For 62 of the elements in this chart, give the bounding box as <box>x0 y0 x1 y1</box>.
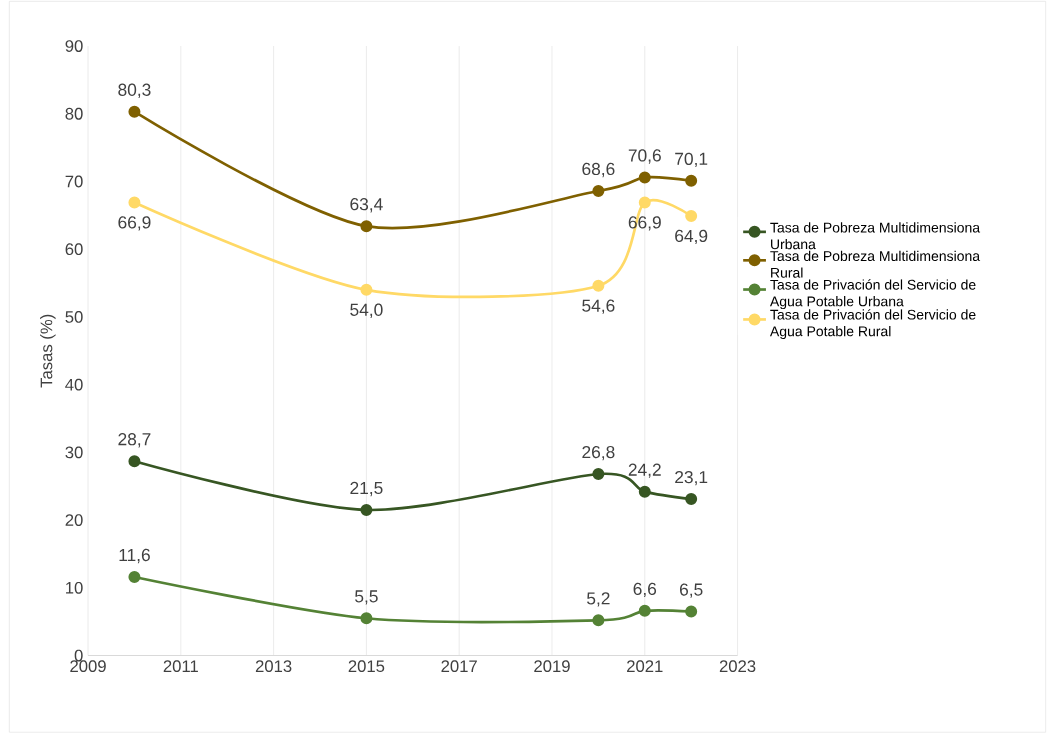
point <box>360 220 373 233</box>
data-label: 11,6 <box>119 549 150 564</box>
point <box>685 605 698 618</box>
data-label: 6,5 <box>680 583 703 598</box>
y-tick-label: 70 <box>65 175 83 188</box>
y-tick-label: 90 <box>65 40 83 53</box>
y-tick-label: 50 <box>65 311 83 324</box>
legend-label: Tasa de Privación del Servicio de Agua Potable Rural <box>769 309 976 340</box>
point <box>128 105 141 118</box>
data-label: 54,6 <box>582 299 615 315</box>
point <box>638 196 651 209</box>
point <box>592 614 605 627</box>
point <box>360 284 373 297</box>
data-label: 21,5 <box>350 482 383 497</box>
y-tick-label: 40 <box>65 378 83 391</box>
point <box>128 196 141 209</box>
x-tick-label: 2023 <box>719 660 756 673</box>
x-tick-label: 2019 <box>534 660 570 673</box>
legend-label: Tasa de Pobreza Multidimensiona Urbana <box>770 222 981 250</box>
x-tick-label: 2011 <box>163 660 198 673</box>
data-label: 70,6 <box>628 149 661 164</box>
data-label: 24,2 <box>628 463 661 479</box>
data-label: 5,2 <box>587 592 610 607</box>
y-tick-label: 0 <box>74 649 83 662</box>
point <box>638 485 651 498</box>
data-label: 80,3 <box>118 83 151 99</box>
x-tick-label: 2021 <box>627 660 663 673</box>
data-label: 68,6 <box>582 163 615 178</box>
y-tick-label: 20 <box>65 514 83 527</box>
point <box>128 571 141 584</box>
x-tick-label: 2015 <box>348 660 385 673</box>
data-label: 23,1 <box>675 471 708 486</box>
point <box>685 493 698 506</box>
point <box>685 175 698 188</box>
y-tick-label: 60 <box>65 243 83 256</box>
x-tick-label: 2013 <box>255 660 292 673</box>
point <box>128 455 141 468</box>
legend-label: Tasa de Privación del Servicio de Agua Potable Urbana <box>769 279 976 310</box>
point <box>638 605 651 618</box>
point <box>592 468 605 481</box>
legend-label: Tasa de Pobreza Multidimensiona Rural <box>770 250 981 278</box>
point <box>592 279 605 292</box>
data-label: 54,0 <box>350 303 383 319</box>
x-tick-label: 2009 <box>70 660 106 673</box>
point <box>592 185 605 198</box>
y-tick-label: 80 <box>65 108 83 120</box>
point <box>638 171 651 184</box>
point <box>360 612 373 625</box>
y-axis-title: Tasas (%) <box>40 314 56 388</box>
point <box>685 210 698 223</box>
y-tick-label: 30 <box>65 446 83 459</box>
x-tick-label: 2017 <box>441 660 477 673</box>
data-label: 70,1 <box>675 152 708 168</box>
data-label: 28,7 <box>118 433 151 448</box>
data-label: 26,8 <box>582 446 615 461</box>
data-label: 5,5 <box>355 590 378 605</box>
data-label: 6,6 <box>633 582 657 598</box>
y-tick-label: 10 <box>66 582 83 594</box>
data-label: 66,9 <box>118 216 151 231</box>
data-label: 63,4 <box>350 198 383 213</box>
point <box>360 504 373 517</box>
data-label: 64,9 <box>675 230 708 245</box>
